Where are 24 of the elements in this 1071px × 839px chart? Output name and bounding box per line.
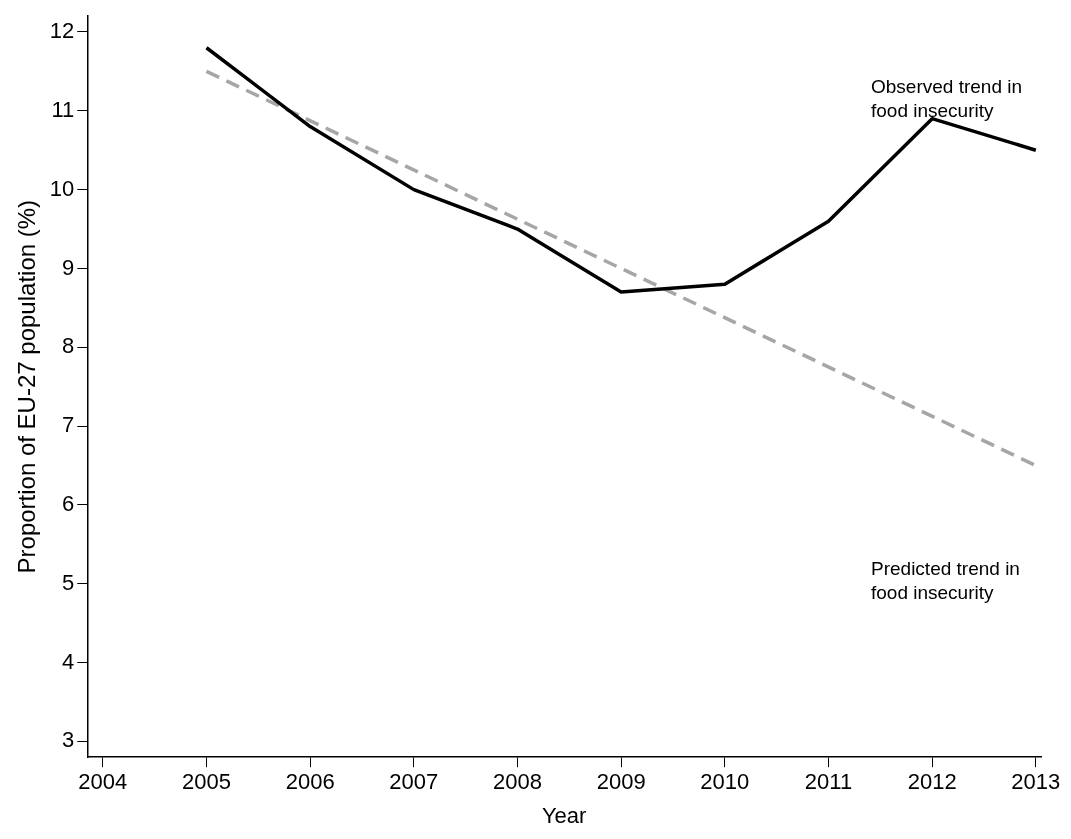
y-axis-title: Proportion of EU-27 population (%) [13, 199, 41, 574]
x-tick-label: 2011 [804, 769, 853, 795]
y-tick-label: 8 [62, 333, 75, 359]
x-tick-label: 2013 [1011, 769, 1061, 795]
x-tick-label: 2007 [389, 769, 439, 795]
y-tick-label: 4 [62, 648, 75, 674]
y-tick-label: 3 [62, 727, 75, 753]
x-tick-label: 2005 [182, 769, 231, 795]
annotation: Predicted trend in food insecurity [871, 558, 1020, 604]
y-tick-label: 6 [62, 491, 75, 517]
x-axis-title: Year [541, 802, 587, 828]
y-tick-label: 9 [62, 254, 75, 280]
y-tick-label: 11 [51, 96, 75, 122]
x-tick-label: 2008 [493, 769, 542, 795]
y-tick-label: 7 [62, 412, 75, 438]
y-tick-label: 5 [62, 569, 75, 595]
x-tick-label: 2004 [78, 769, 128, 795]
annotation: Observed trend in food insecurity [871, 75, 1023, 121]
y-tick-label: 12 [49, 18, 75, 44]
y-tick-label: 10 [49, 175, 75, 201]
x-tick-label: 2012 [907, 769, 957, 795]
x-tick-label: 2010 [700, 769, 750, 795]
x-tick-label: 2006 [285, 769, 335, 795]
x-tick-label: 2009 [596, 769, 646, 795]
